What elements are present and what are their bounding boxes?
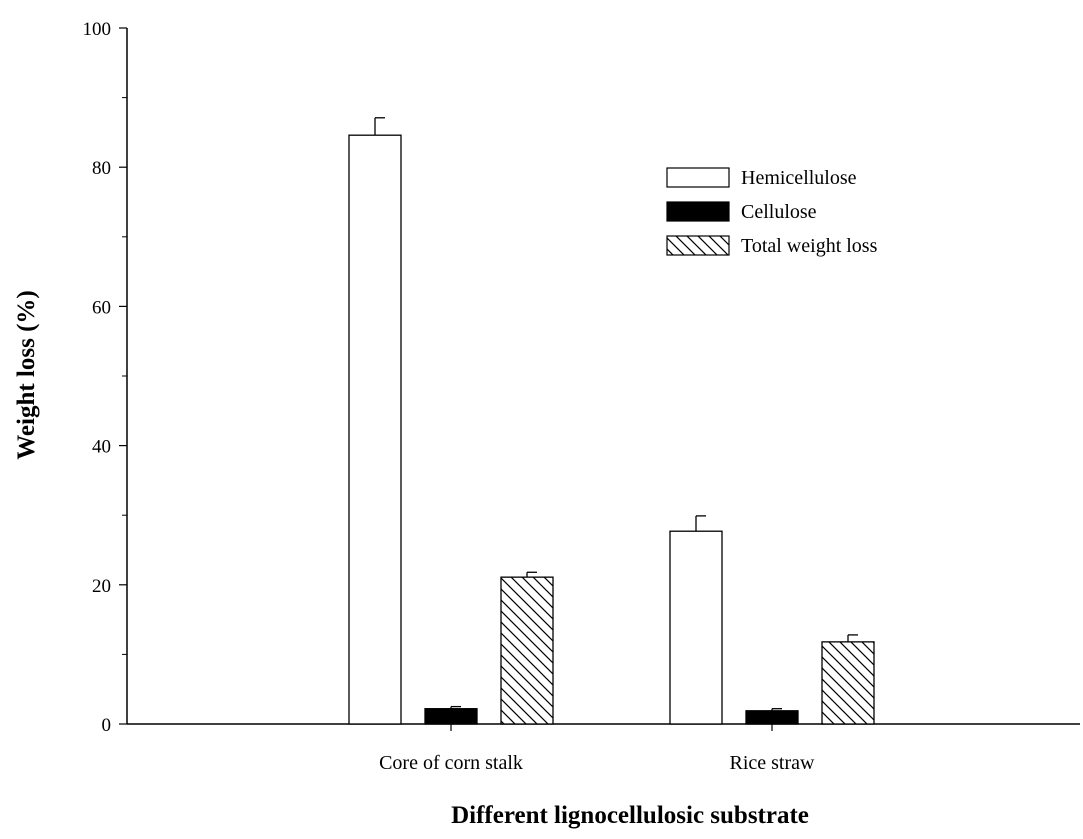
y-tick-label: 0: [102, 715, 112, 736]
x-axis: Core of corn stalk Rice straw: [127, 723, 1080, 774]
legend-label: Total weight loss: [741, 235, 878, 257]
y-tick-label: 100: [83, 19, 112, 40]
x-axis-title: Different lignocellulosic substrate: [451, 802, 809, 829]
legend-swatch: [666, 167, 730, 188]
bar-hemicellulose: [669, 530, 723, 725]
legend: Hemicellulose Cellulose Total weight loss: [666, 167, 878, 257]
bar-total-weight-loss: [500, 576, 554, 725]
bars: [348, 117, 875, 725]
bar-total-weight-loss: [821, 641, 875, 725]
y-axis-title: Weight loss (%): [13, 290, 40, 459]
y-tick-label: 80: [92, 158, 111, 179]
legend-swatch: [666, 235, 730, 256]
bar-cellulose: [424, 708, 478, 725]
legend-swatch: [666, 201, 730, 222]
x-tick-label: Core of corn stalk: [379, 752, 523, 774]
y-axis: 0 20 40 60 80 100: [83, 19, 128, 736]
y-tick-label: 60: [92, 297, 111, 318]
bar-hemicellulose: [348, 134, 402, 725]
x-tick-label: Rice straw: [730, 752, 816, 774]
y-tick-label: 20: [92, 576, 111, 597]
y-tick-label: 40: [92, 437, 111, 458]
legend-label: Hemicellulose: [741, 167, 857, 189]
legend-label: Cellulose: [741, 201, 817, 223]
bar-cellulose: [745, 710, 799, 725]
